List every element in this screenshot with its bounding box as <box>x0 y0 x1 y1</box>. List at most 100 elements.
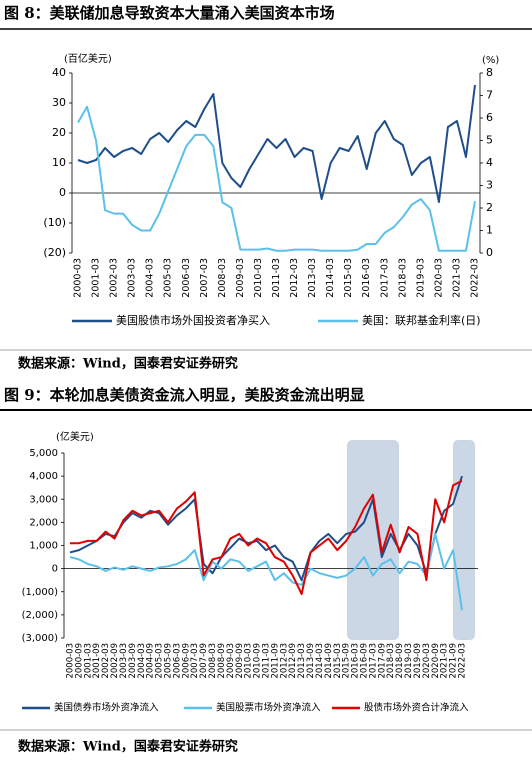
x-tick-label: 2001-03 <box>83 643 93 679</box>
x-tick-label: 2000-03 <box>73 258 84 298</box>
y-tick-label: 3,000 <box>29 494 58 505</box>
x-tick-label: 2007-09 <box>199 643 209 679</box>
x-tick-label: 2014-09 <box>324 643 334 679</box>
y-tick-label: 5,000 <box>29 448 58 459</box>
x-tick-label: 2019-03 <box>415 258 426 298</box>
legend-label: 美国股债市场外国投资者净买入 <box>116 313 270 327</box>
x-tick-label: 2018-09 <box>395 643 405 679</box>
x-tick-label: 2019-03 <box>404 643 414 679</box>
y-tick-label: 10 <box>52 156 66 169</box>
y-tick-label: 40 <box>52 66 66 79</box>
x-tick-label: 2019-09 <box>413 643 423 679</box>
x-tick-label: 2020-09 <box>431 643 441 679</box>
x-tick-label: 2012-03 <box>289 258 300 298</box>
legend-label: 美国：联邦基金利率(日) <box>362 313 481 327</box>
legend-label: 美国股票市场外资净流入 <box>216 702 321 714</box>
y2-tick-label: 2 <box>486 201 493 214</box>
y-tick-label: (20) <box>43 246 66 259</box>
x-tick-label: 2009-09 <box>235 643 245 679</box>
x-tick-label: 2002-03 <box>109 258 120 298</box>
x-tick-label: 2016-09 <box>360 643 370 679</box>
x-tick-label: 2008-03 <box>208 643 218 679</box>
x-tick-label: 2014-03 <box>325 258 336 298</box>
x-tick-label: 2005-03 <box>155 643 165 679</box>
x-tick-label: 2017-03 <box>379 258 390 298</box>
y-tick-label: 20 <box>52 126 66 139</box>
source: 数据来源：Wind，国泰君安证券研究 <box>18 356 238 372</box>
x-tick-label: 2006-03 <box>181 258 192 298</box>
y-axis-label: (百亿美元) <box>64 52 112 65</box>
x-tick-label: 2002-03 <box>101 643 111 679</box>
y-axis-label: (亿美元) <box>56 430 94 443</box>
highlight-band <box>347 440 399 640</box>
x-tick-label: 2013-03 <box>307 258 318 298</box>
y2-tick-label: 4 <box>486 156 493 169</box>
x-tick-label: 2018-03 <box>386 643 396 679</box>
x-tick-label: 2017-09 <box>377 643 387 679</box>
x-tick-label: 2008-09 <box>217 643 227 679</box>
y-tick-label: 30 <box>52 96 66 109</box>
x-tick-label: 2012-03 <box>279 643 289 679</box>
x-tick-label: 2006-03 <box>172 643 182 679</box>
figure-title: 图 9：本轮加息美债资金流入明显，美股资金流出明显 <box>4 386 365 404</box>
y-tick-label: (3,000) <box>22 633 59 644</box>
y2-tick-label: 0 <box>486 246 493 259</box>
y-tick-label: (2,000) <box>22 610 59 621</box>
x-tick-label: 2015-03 <box>343 258 354 298</box>
y2-tick-label: 1 <box>486 224 493 237</box>
x-tick-label: 2013-03 <box>297 643 307 679</box>
x-tick-label: 2016-03 <box>361 258 372 298</box>
y-tick-label: 0 <box>59 186 66 199</box>
y2-tick-label: 5 <box>486 134 493 147</box>
x-tick-label: 2001-03 <box>91 258 102 298</box>
x-tick-label: 2015-03 <box>333 643 343 679</box>
legend-label: 美国债券市场外资净流入 <box>54 702 159 714</box>
y-tick-label: 4,000 <box>29 471 58 482</box>
y2-tick-label: 3 <box>486 179 493 192</box>
x-tick-label: 2009-03 <box>226 643 236 679</box>
x-tick-label: 2000-09 <box>74 643 84 679</box>
series-line <box>69 532 463 611</box>
x-tick-label: 2020-03 <box>422 643 432 679</box>
y-tick-label: (1,000) <box>22 587 59 598</box>
x-tick-label: 2018-03 <box>397 258 408 298</box>
y-tick-label: 2,000 <box>29 517 58 528</box>
x-tick-label: 2013-09 <box>306 643 316 679</box>
y-tick-label: 0 <box>52 564 58 575</box>
y2-axis-label: (%) <box>482 55 499 66</box>
x-tick-label: 2011-03 <box>271 258 282 298</box>
source: 数据来源：Wind，国泰君安证券研究 <box>18 739 238 755</box>
series-line <box>77 105 476 252</box>
highlight-band <box>453 440 475 640</box>
x-tick-label: 2010-03 <box>244 643 254 679</box>
x-tick-label: 2004-03 <box>137 643 147 679</box>
y2-tick-label: 8 <box>486 66 493 79</box>
x-tick-label: 2021-03 <box>451 258 462 298</box>
x-tick-label: 2006-09 <box>181 643 191 679</box>
x-tick-label: 2005-03 <box>163 258 174 298</box>
series-line <box>70 479 463 596</box>
series-line <box>77 84 476 203</box>
x-tick-label: 2020-03 <box>433 258 444 298</box>
x-tick-label: 2010-03 <box>253 258 264 298</box>
x-tick-label: 2003-09 <box>128 643 138 679</box>
x-tick-label: 2014-03 <box>315 643 325 679</box>
x-tick-label: 2011-03 <box>262 643 272 679</box>
y2-tick-label: 6 <box>486 111 493 124</box>
x-tick-label: 2007-03 <box>199 258 210 298</box>
x-tick-label: 2004-03 <box>145 258 156 298</box>
x-tick-label: 2021-09 <box>449 643 459 679</box>
x-tick-label: 2015-09 <box>342 643 352 679</box>
figure-title: 图 8：美联储加息导致资本大量涌入美国资本市场 <box>4 4 335 22</box>
x-tick-label: 2007-03 <box>190 643 200 679</box>
x-tick-label: 2010-09 <box>253 643 263 679</box>
x-tick-label: 2004-09 <box>146 643 156 679</box>
x-tick-label: 2003-03 <box>127 258 138 298</box>
y-tick-label: 1,000 <box>29 541 58 552</box>
y2-tick-label: 7 <box>486 89 493 102</box>
series-line <box>69 475 463 582</box>
x-tick-label: 2003-03 <box>119 643 129 679</box>
x-tick-label: 2021-03 <box>440 643 450 679</box>
x-tick-label: 2001-09 <box>92 643 102 679</box>
